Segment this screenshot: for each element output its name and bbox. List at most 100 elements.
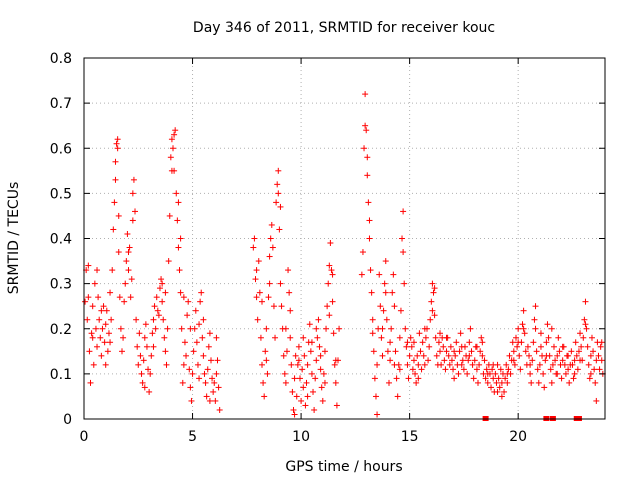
data-point [378,334,385,341]
data-point [123,258,130,265]
data-point [417,348,424,355]
data-point [495,375,502,382]
data-point [387,357,394,364]
data-point [595,352,602,359]
data-point [301,352,308,359]
data-point [403,343,410,350]
y-tick-label: 0.1 [50,367,72,383]
data-point [198,289,205,296]
data-point [501,388,508,395]
data-point [441,357,448,364]
data-point [572,339,579,346]
data-point [207,357,214,364]
data-point [213,370,220,377]
data-point [588,334,595,341]
data-point [401,280,408,287]
data-point [134,343,141,350]
data-point [369,330,376,337]
data-point [443,348,450,355]
data-point [99,325,106,332]
data-point [313,325,320,332]
data-point [313,357,320,364]
data-point [115,249,122,256]
data-point [390,271,397,278]
data-point [189,370,196,377]
data-point [510,348,517,355]
data-point [365,199,372,206]
data-point [465,357,472,364]
data-point [183,352,190,359]
data-point [184,312,191,319]
data-point [317,352,324,359]
data-point [582,298,589,305]
data-point [102,361,109,368]
data-point [489,366,496,373]
data-point [100,303,107,310]
data-point [443,334,450,341]
data-point [122,280,129,287]
data-point [448,357,455,364]
data-point [440,343,447,350]
x-tick-label: 0 [80,429,89,445]
data-point [575,348,582,355]
data-point [366,235,373,242]
data-point [461,343,468,350]
data-point [167,154,174,161]
y-tick-label: 0.8 [50,51,72,67]
data-point [98,352,105,359]
data-point [544,321,551,328]
data-point [467,325,474,332]
data-point [273,199,280,206]
data-point [94,343,101,350]
data-point [587,352,594,359]
data-point [451,348,458,355]
data-point [400,208,407,215]
data-point [314,334,321,341]
data-point [397,307,404,314]
y-tick-label: 0.7 [50,96,72,112]
data-point [162,289,169,296]
data-point [430,289,437,296]
data-point [110,226,117,233]
data-point [204,366,211,373]
data-point [466,339,473,346]
data-point [180,294,187,301]
data-point [293,393,300,400]
data-point [481,357,488,364]
data-point [590,348,597,355]
data-point [558,375,565,382]
data-point [300,334,307,341]
data-point [172,127,179,134]
data-point [479,352,486,359]
data-point [598,339,605,346]
data-point [298,397,305,404]
data-point [384,348,391,355]
data-point [540,370,547,377]
data-point [585,361,592,368]
data-point [278,303,285,310]
data-point [536,361,543,368]
data-point [586,375,593,382]
data-point [255,258,262,265]
data-point [376,271,383,278]
data-point [332,379,339,386]
data-point [488,384,495,391]
data-point [266,280,273,287]
data-point [312,375,319,382]
data-point [145,366,152,373]
data-point [91,280,98,287]
data-point [559,357,566,364]
data-point [541,384,548,391]
data-point [259,298,266,305]
data-point [270,303,277,310]
data-point [438,361,445,368]
data-point [185,298,192,305]
data-point [150,316,157,323]
data-point [416,330,423,337]
data-point [294,361,301,368]
data-point [277,280,284,287]
data-point [371,375,378,382]
data-point [451,375,458,382]
data-point [289,388,296,395]
data-point [250,244,257,251]
